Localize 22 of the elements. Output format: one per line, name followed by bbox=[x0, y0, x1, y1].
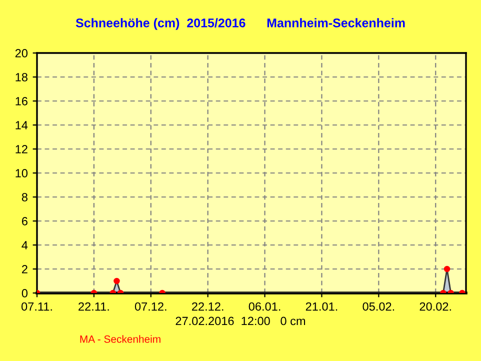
y-tick-label: 2 bbox=[22, 265, 28, 274]
y-tick-label: 16 bbox=[16, 97, 28, 106]
y-tick-label: 14 bbox=[16, 121, 28, 130]
y-tick-label: 6 bbox=[22, 217, 28, 226]
y-tick-label: 0 bbox=[22, 289, 28, 298]
x-tick-label: 22.11. bbox=[78, 302, 109, 311]
text: MA - Seckenheim bbox=[80, 335, 160, 343]
y-tick-label: 12 bbox=[16, 145, 28, 154]
text: 27.02.2016 12:00 0 cm bbox=[176, 316, 306, 326]
y-tick-label: 20 bbox=[15, 49, 28, 58]
x-tick-label: 06.01. bbox=[248, 302, 280, 311]
x-tick-label: 07.12. bbox=[134, 302, 166, 311]
y-tick-label: 10 bbox=[16, 169, 28, 178]
x-tick-label: 20.02. bbox=[420, 302, 451, 311]
y-tick-label: 18 bbox=[16, 73, 28, 82]
x-tick-label: 07.11. bbox=[21, 302, 52, 311]
y-tick-label: 4 bbox=[22, 241, 28, 250]
x-tick-label: 22.12. bbox=[192, 302, 224, 311]
x-tick-label: 21.01. bbox=[306, 302, 338, 311]
y-tick-label: 8 bbox=[22, 193, 28, 202]
chart-title: Schneehöhe (cm) 2015/2016 Mannheim-Seckenheim bbox=[76, 18, 405, 30]
x-tick-label: 05.02. bbox=[362, 302, 394, 311]
